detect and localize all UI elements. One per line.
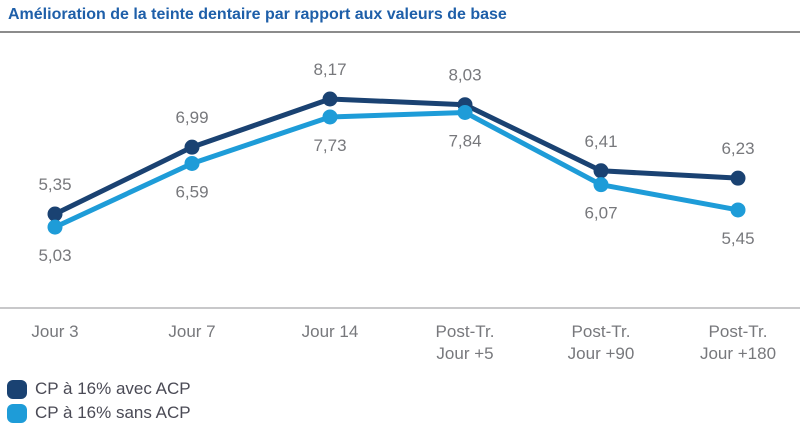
data-label: 7,73 [313,136,346,155]
data-point [457,104,473,120]
x-tick-label: Jour 14 [302,322,359,341]
x-tick-label: Jour 3 [31,322,78,341]
x-tick-label: Jour 7 [168,322,215,341]
data-label: 8,17 [313,60,346,79]
title-divider [0,31,800,33]
data-label: 6,59 [175,182,208,201]
data-point [593,163,609,179]
data-label: 6,41 [584,132,617,151]
legend: CP à 16% avec ACP CP à 16% sans ACP [7,377,191,425]
data-point [184,155,200,171]
data-point [322,109,338,125]
legend-swatch-avec-acp [7,379,27,399]
data-point [593,177,609,193]
data-point [730,202,746,218]
data-label: 8,03 [448,66,481,85]
data-point [184,139,200,155]
data-label: 6,99 [175,108,208,127]
series-line [52,96,741,217]
line-chart: Jour 3 Jour 7 Jour 14 Post-Tr. Jour +5 Post-T… [0,60,800,363]
data-label: 5,45 [721,229,754,248]
legend-item-sans-acp: CP à 16% sans ACP [7,401,191,425]
legend-item-avec-acp: CP à 16% avec ACP [7,377,191,401]
data-point [730,170,746,186]
series-line [52,109,741,230]
data-point [322,91,338,107]
data-label: 6,23 [721,139,754,158]
x-tick-label: Jour +5 [436,344,493,363]
legend-label-sans-acp: CP à 16% sans ACP [35,403,191,422]
data-point [47,219,63,235]
x-tick-label: Jour +180 [700,344,776,363]
x-tick-label: Post-Tr. [436,322,495,341]
x-tick-label: Jour +90 [568,344,635,363]
data-label: 5,03 [38,246,71,265]
chart-title: Amélioration de la teinte dentaire par r… [8,6,507,23]
legend-swatch-sans-acp [7,403,27,423]
x-tick-label: Post-Tr. [572,322,631,341]
data-label: 7,84 [448,131,481,150]
legend-label-avec-acp: CP à 16% avec ACP [35,379,191,398]
data-label: 6,07 [584,204,617,223]
data-label: 5,35 [38,175,71,194]
x-tick-label: Post-Tr. [709,322,768,341]
data-point [47,206,63,222]
